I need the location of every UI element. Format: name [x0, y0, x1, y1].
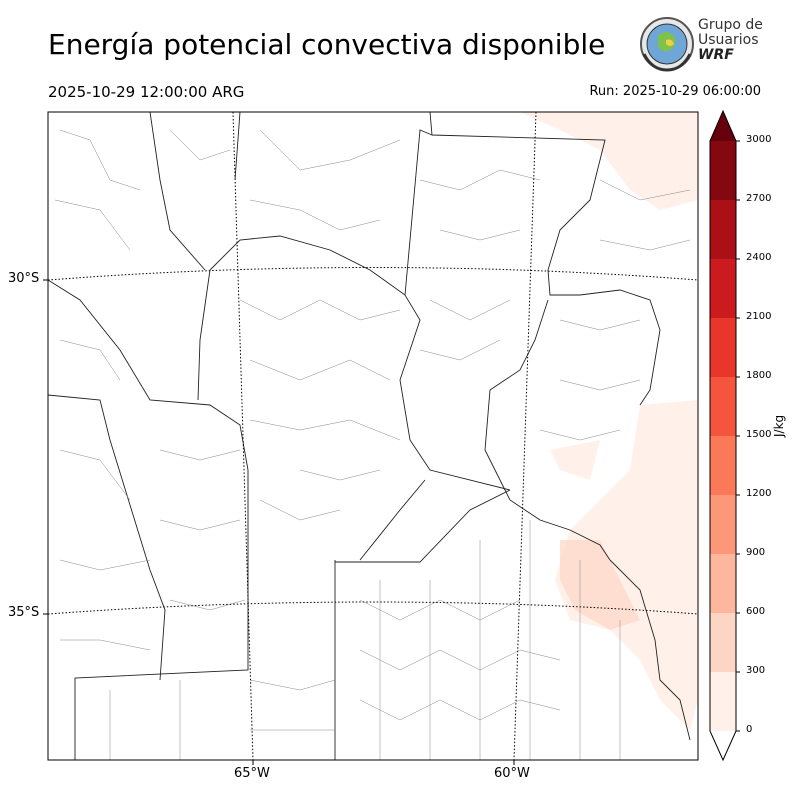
- lat-label-35s: 35°S: [8, 605, 40, 620]
- cape-shading: [520, 112, 698, 730]
- colorbar: [709, 109, 740, 762]
- colorbar-segment: [710, 141, 736, 200]
- map-frame: [47, 111, 699, 761]
- colorbar-segment: [710, 377, 736, 436]
- lon-label-65w: 65°W: [234, 766, 270, 781]
- colorbar-tick-label: 1200: [746, 488, 772, 499]
- colorbar-segment: [710, 436, 736, 495]
- globe-emblem-icon: [640, 17, 694, 72]
- lat-label-30s: 30°S: [8, 271, 40, 286]
- colorbar-segment: [710, 259, 736, 318]
- colorbar-segment: [710, 672, 736, 731]
- colorbar-unit: J/kg: [772, 414, 786, 437]
- logo-line-3: WRF: [698, 47, 734, 63]
- logo-line-2: Usuarios: [698, 32, 759, 48]
- valid-time: 2025-10-29 12:00:00 ARG: [48, 83, 245, 101]
- colorbar-under-arrow: [710, 731, 736, 760]
- colorbar-segment: [710, 613, 736, 672]
- graticule: [47, 111, 699, 761]
- colorbar-tick-label: 3000: [746, 134, 772, 145]
- colorbar-over-arrow: [710, 111, 736, 141]
- province-boundaries: [47, 111, 691, 760]
- axis-ticks: [43, 279, 515, 765]
- logo-text: Grupo de Usuarios WRF: [698, 18, 763, 63]
- colorbar-tick-label: 0: [746, 724, 753, 735]
- colorbar-tick-label: 2100: [746, 311, 772, 322]
- logo-line-1: Grupo de: [698, 17, 763, 33]
- colorbar-tick-label: 1500: [746, 429, 772, 440]
- colorbar-tick-label: 1800: [746, 370, 772, 381]
- colorbar-segment: [710, 495, 736, 554]
- department-boundaries: [54, 129, 691, 760]
- colorbar-segment: [710, 200, 736, 259]
- colorbar-tick-label: 900: [746, 547, 766, 558]
- map-title: Energía potencial convectiva disponible: [48, 28, 606, 61]
- colorbar-segment: [710, 318, 736, 377]
- colorbar-segment: [710, 554, 736, 613]
- colorbar-tick-label: 600: [746, 606, 766, 617]
- colorbar-tick-label: 300: [746, 665, 766, 676]
- wrf-users-logo: Grupo de Usuarios WRF: [636, 14, 766, 74]
- colorbar-tick-label: 2400: [746, 252, 772, 263]
- colorbar-tick-label: 2700: [746, 193, 772, 204]
- lon-label-60w: 60°W: [494, 766, 530, 781]
- run-time: Run: 2025-10-29 06:00:00: [589, 84, 761, 99]
